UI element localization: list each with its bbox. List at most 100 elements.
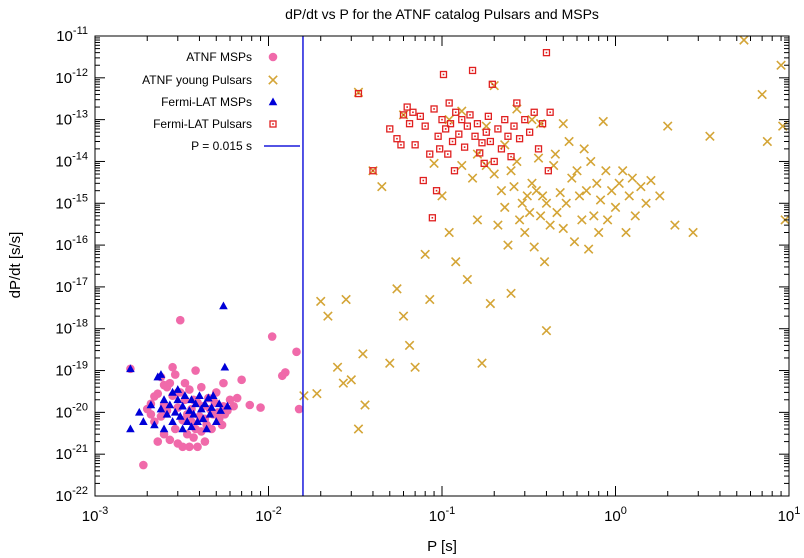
data-point <box>197 427 206 436</box>
data-point-dot <box>463 146 466 148</box>
data-point <box>480 159 488 168</box>
data-point <box>606 185 617 196</box>
data-point <box>541 198 552 209</box>
data-point-dot <box>428 153 431 155</box>
data-point <box>546 108 554 116</box>
data-point <box>471 132 479 140</box>
data-point-dot <box>466 125 469 127</box>
data-point <box>428 214 437 222</box>
y-tick-label: 10-17 <box>55 276 88 296</box>
data-point <box>168 362 177 372</box>
data-point <box>655 191 665 201</box>
data-point <box>444 114 454 125</box>
data-point <box>404 340 415 351</box>
data-point-dot <box>493 160 496 163</box>
data-point <box>567 173 577 183</box>
data-point <box>439 70 448 79</box>
data-point-dot <box>406 106 408 108</box>
legend-label: ATNF young Pulsars <box>142 73 252 87</box>
data-point-dot <box>458 133 460 135</box>
data-point <box>509 181 519 192</box>
data-point <box>614 178 624 189</box>
data-point-dot <box>441 118 443 121</box>
data-point <box>739 36 749 45</box>
data-point <box>572 165 582 176</box>
data-point <box>207 403 216 411</box>
y-tick-label: 10-14 <box>55 150 88 170</box>
data-point-dot <box>400 144 402 146</box>
legend-label: ATNF MSPs <box>186 50 252 64</box>
data-point <box>256 403 265 412</box>
x-tick-label: 101 <box>778 505 801 525</box>
data-point <box>574 191 585 201</box>
data-point <box>533 153 544 163</box>
data-point <box>225 395 235 405</box>
data-point <box>168 417 177 425</box>
data-point-dot <box>469 114 471 116</box>
data-point <box>277 371 287 381</box>
data-point-dot <box>471 69 474 72</box>
data-point <box>193 442 202 452</box>
data-point-dot <box>513 125 515 127</box>
data-point-dot <box>491 83 494 86</box>
legend-item: ATNF young Pulsars <box>142 73 278 87</box>
data-point <box>506 288 516 299</box>
data-point <box>577 215 587 225</box>
data-point <box>323 311 333 321</box>
legend-swatch <box>269 120 277 128</box>
data-point <box>202 424 211 433</box>
data-point <box>354 89 363 98</box>
data-point <box>353 424 364 434</box>
data-point <box>776 60 786 70</box>
data-point <box>126 424 135 433</box>
data-point <box>165 435 175 445</box>
data-point-dot <box>396 137 398 140</box>
data-point <box>200 437 210 446</box>
series-3 <box>354 48 554 222</box>
data-point-dot <box>408 122 411 125</box>
data-point <box>392 284 402 294</box>
data-point <box>593 227 604 238</box>
data-point <box>458 115 466 124</box>
data-point <box>430 105 438 113</box>
data-point <box>521 115 529 124</box>
data-point <box>232 393 242 403</box>
data-point <box>299 390 309 401</box>
data-point <box>446 120 455 128</box>
data-point <box>153 437 163 446</box>
data-point <box>630 211 641 221</box>
data-point <box>156 404 166 413</box>
y-tick-label: 10-12 <box>55 67 88 87</box>
data-point <box>159 424 169 433</box>
data-point <box>489 169 499 179</box>
data-point <box>214 399 224 408</box>
data-point <box>185 442 194 452</box>
data-point <box>482 128 490 136</box>
data-point-dot <box>402 114 405 116</box>
data-point-dot <box>446 153 449 155</box>
data-point <box>198 414 208 423</box>
data-point <box>473 120 482 128</box>
y-tick-label: 10-20 <box>55 401 88 421</box>
y-tick-label: 10-19 <box>55 360 88 380</box>
data-point <box>200 399 210 408</box>
data-point <box>542 48 551 57</box>
data-point <box>410 362 420 372</box>
data-point <box>419 176 427 185</box>
data-point <box>621 227 631 238</box>
data-point <box>489 80 499 91</box>
data-point <box>178 442 187 452</box>
data-point <box>602 215 613 225</box>
data-point <box>170 424 180 434</box>
data-point <box>386 125 394 133</box>
data-point <box>463 122 472 130</box>
x-tick-label: 10-3 <box>82 505 108 525</box>
data-point <box>150 420 159 429</box>
data-point <box>762 136 773 147</box>
data-point <box>434 132 442 140</box>
data-point <box>460 143 469 151</box>
data-point <box>403 103 411 111</box>
data-point <box>168 387 177 396</box>
y-tick-label: 10-15 <box>55 192 88 212</box>
data-point <box>589 211 599 221</box>
